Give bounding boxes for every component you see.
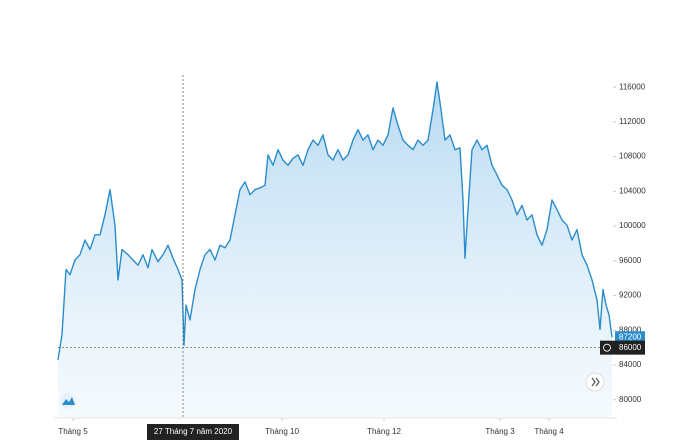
y-tick-label: 104000 (619, 186, 646, 195)
crosshair-x-label: 27 Tháng 7 năm 2020 (154, 427, 233, 436)
plot-area: 80000 84000 88000 92000 96000 100000 104000 108… (54, 75, 646, 440)
last-price-label: 87200 (619, 332, 642, 341)
y-tick-label: 92000 (619, 291, 642, 300)
x-tick-label: Tháng 10 (265, 427, 299, 436)
crosshair-icon (603, 343, 611, 352)
y-tick-label: 88000 (619, 325, 642, 334)
area-fill (58, 81, 612, 419)
x-tick-label: Tháng 3 (485, 427, 515, 436)
x-tick-label: Tháng 12 (367, 427, 401, 436)
y-tick-label: 96000 (619, 256, 642, 265)
y-tick-label: 112000 (619, 117, 646, 126)
price-line (57, 81, 613, 360)
last-price-box (615, 331, 645, 343)
y-tick-label: 116000 (619, 82, 646, 91)
x-tick-label: Tháng 5 (58, 427, 88, 436)
y-tick-label: 108000 (619, 152, 646, 161)
x-tick-label: Tháng 4 (534, 427, 564, 436)
y-tick-label: 100000 (619, 221, 646, 230)
y-tick-label: 84000 (619, 360, 642, 369)
crosshair-y-box (600, 340, 645, 355)
scroll-button[interactable] (585, 372, 605, 392)
crosshair-y-label: 86000 (619, 343, 642, 352)
logo[interactable] (60, 393, 76, 409)
crosshair-x-box (147, 424, 239, 440)
y-tick-label: 80000 (619, 395, 642, 404)
